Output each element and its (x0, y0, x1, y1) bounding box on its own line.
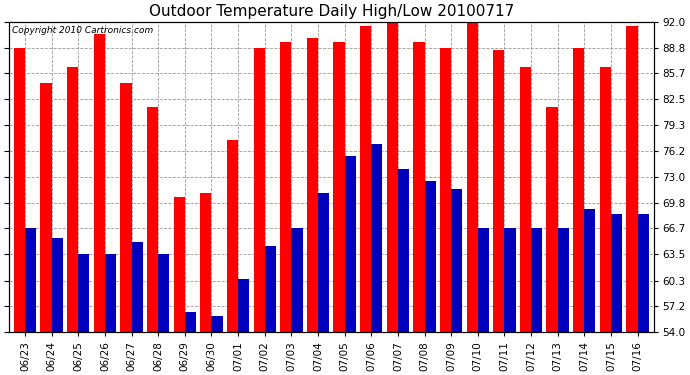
Bar (147, 108, 158, 332)
Bar (451, 189, 462, 332)
Bar (546, 108, 558, 332)
Bar (307, 38, 318, 332)
Bar (600, 67, 611, 332)
Bar (360, 26, 371, 332)
Bar (52, 238, 63, 332)
Bar (413, 42, 424, 332)
Bar (25, 228, 36, 332)
Text: Copyright 2010 Cartronics.com: Copyright 2010 Cartronics.com (12, 26, 153, 35)
Bar (558, 228, 569, 332)
Bar (158, 254, 169, 332)
Bar (41, 83, 52, 332)
Bar (440, 48, 451, 332)
Bar (477, 228, 489, 332)
Bar (132, 242, 143, 332)
Bar (504, 228, 515, 332)
Bar (466, 18, 477, 332)
Bar (174, 197, 185, 332)
Bar (344, 156, 356, 332)
Bar (105, 254, 116, 332)
Bar (185, 312, 196, 332)
Bar (638, 213, 649, 332)
Bar (371, 144, 382, 332)
Bar (291, 228, 302, 332)
Bar (627, 26, 638, 332)
Bar (611, 213, 622, 332)
Bar (200, 193, 211, 332)
Bar (398, 169, 409, 332)
Bar (318, 193, 329, 332)
Bar (531, 228, 542, 332)
Bar (584, 210, 595, 332)
Bar (386, 18, 398, 332)
Bar (253, 48, 265, 332)
Bar (120, 83, 132, 332)
Bar (227, 140, 238, 332)
Bar (14, 48, 25, 332)
Bar (238, 279, 249, 332)
Title: Outdoor Temperature Daily High/Low 20100717: Outdoor Temperature Daily High/Low 20100… (148, 4, 514, 19)
Bar (67, 67, 78, 332)
Bar (424, 181, 435, 332)
Bar (520, 67, 531, 332)
Bar (280, 42, 291, 332)
Bar (94, 34, 105, 332)
Bar (573, 48, 584, 332)
Bar (493, 50, 504, 332)
Bar (211, 316, 223, 332)
Bar (333, 42, 344, 332)
Bar (265, 246, 276, 332)
Bar (78, 254, 90, 332)
